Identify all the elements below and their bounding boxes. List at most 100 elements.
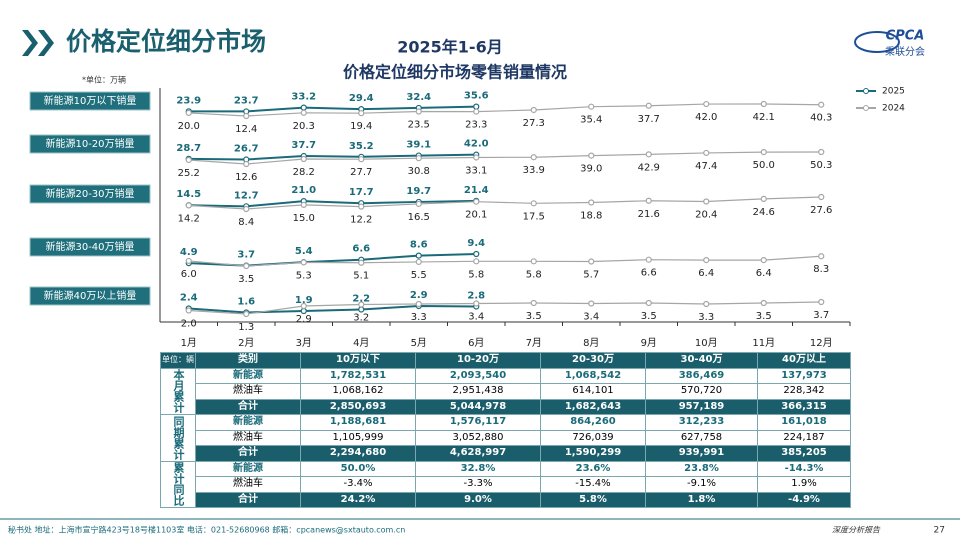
data-label: 5.8	[468, 269, 484, 280]
table-cell: 161,018	[757, 414, 851, 431]
table-row: 同期累计 新能源 1,188,681 1,576,117 864,260 312,233 1…	[160, 414, 851, 462]
data-point	[243, 310, 250, 318]
line-series	[188, 199, 477, 208]
table-cell: 939,991	[645, 445, 758, 462]
data-point	[760, 195, 767, 202]
line-series	[188, 196, 822, 210]
table-row: 燃油车 1,068,162 2,951,438 614,101 570,720 228,3…	[161, 383, 851, 400]
x-tick-label: 12月	[810, 337, 833, 349]
data-point	[415, 258, 422, 266]
data-label: 42.0	[464, 139, 489, 150]
row-label: 新能源	[195, 367, 301, 384]
line-series	[188, 153, 477, 161]
data-point	[300, 104, 307, 111]
panel-label: 新能源30-40万销量	[45, 240, 134, 253]
column-header: 类别	[195, 352, 301, 369]
data-point	[358, 110, 365, 117]
data-label: 3.4	[583, 312, 599, 323]
data-point	[760, 100, 767, 108]
data-point	[703, 300, 710, 308]
unit-note: *单位：万辆	[82, 75, 126, 85]
table-row: 合计 2,850,693 5,044,978 1,682,643 957,189 366,…	[161, 398, 851, 415]
slide-title: 价格定位细分市场	[66, 27, 266, 56]
line-series	[188, 105, 477, 113]
data-label: 12.4	[235, 124, 257, 135]
data-label: 25.2	[178, 168, 200, 179]
table-cell: 1.8%	[645, 491, 758, 508]
table-cell: 570,720	[645, 383, 758, 400]
data-point	[300, 302, 307, 310]
table-cell: -3.3%	[415, 476, 541, 493]
data-label: 17.5	[523, 211, 545, 222]
line-series	[188, 253, 477, 267]
table-cell: 627,758	[645, 429, 758, 446]
data-label: 21.0	[291, 185, 316, 196]
data-label: 23.3	[465, 120, 487, 131]
data-label: 37.7	[638, 114, 660, 125]
data-point	[185, 109, 192, 117]
data-label: 29.4	[349, 93, 374, 104]
table-cell: 614,101	[540, 383, 646, 400]
x-tick-label: 6月	[468, 337, 484, 349]
legend-marker	[863, 88, 869, 94]
table-cell: 224,187	[757, 429, 851, 446]
x-tick-label: 7月	[526, 337, 542, 349]
data-label: 23.7	[234, 95, 259, 106]
data-point	[760, 148, 767, 156]
group-label: 同期累计	[160, 414, 196, 462]
data-label: 1.3	[238, 322, 254, 333]
data-point	[760, 299, 767, 307]
table-cell: 1,068,162	[300, 383, 416, 400]
group-label: 累计同比	[160, 460, 196, 508]
data-label: 23.9	[176, 95, 201, 106]
panel-label-box	[29, 237, 151, 257]
table-cell: 1,590,299	[540, 445, 646, 462]
data-point	[243, 160, 250, 168]
data-label: 42.1	[753, 112, 775, 123]
table-row: 燃油车 1,105,999 3,052,880 726,039 627,758 224,1…	[161, 429, 851, 446]
logo-subtitle: 乘联分会	[885, 45, 925, 58]
x-tick-label: 5月	[411, 337, 427, 349]
data-point	[473, 198, 480, 205]
data-point	[588, 258, 595, 265]
data-point	[473, 250, 480, 258]
data-label: 3.5	[526, 311, 542, 322]
data-point	[415, 300, 422, 308]
table-cell: 1,782,531	[300, 367, 416, 384]
table-cell: 312,233	[645, 414, 758, 431]
row-label: 合计	[195, 398, 301, 415]
table-cell: 2,093,540	[415, 367, 541, 384]
table-cell: 24.2%	[300, 491, 416, 508]
table-row: 合计 24.2% 9.0% 5.8% 1.8% -4.9%	[161, 491, 851, 508]
column-header: 10-20万	[415, 352, 541, 369]
data-label: 6.6	[352, 244, 370, 255]
table-cell: 2,951,438	[415, 383, 541, 400]
data-point	[760, 257, 767, 264]
data-label: 4.9	[180, 247, 198, 258]
data-point	[415, 200, 422, 208]
data-label: 27.3	[523, 118, 545, 129]
data-label: 3.5	[238, 274, 254, 285]
table-cell: 3,052,880	[415, 429, 541, 446]
panel-label: 新能源10万以下销量	[44, 94, 137, 107]
footer-contact: 秘书处 地址：上海市宣宁路423号18号楼1103室 电话：021-526809…	[8, 525, 405, 535]
data-label: 32.4	[406, 92, 431, 103]
data-label: 2.8	[467, 291, 485, 302]
data-label: 50.3	[810, 160, 832, 171]
data-point	[530, 200, 537, 207]
chevron-icon	[22, 30, 54, 56]
panel-label-box	[29, 286, 151, 306]
data-label: 20.4	[695, 210, 717, 221]
row-label: 合计	[195, 445, 301, 462]
table-cell: 4,628,997	[415, 445, 541, 462]
data-label: 3.5	[756, 311, 772, 322]
data-label: 35.4	[580, 115, 602, 126]
data-label: 39.1	[406, 140, 431, 151]
data-label: 5.3	[296, 270, 312, 281]
panel-label: 新能源10-20万销量	[45, 137, 134, 150]
data-point	[473, 300, 480, 307]
table-cell: 1.9%	[757, 476, 851, 493]
x-tick-label: 8月	[583, 337, 599, 349]
data-label: 27.6	[810, 205, 832, 216]
